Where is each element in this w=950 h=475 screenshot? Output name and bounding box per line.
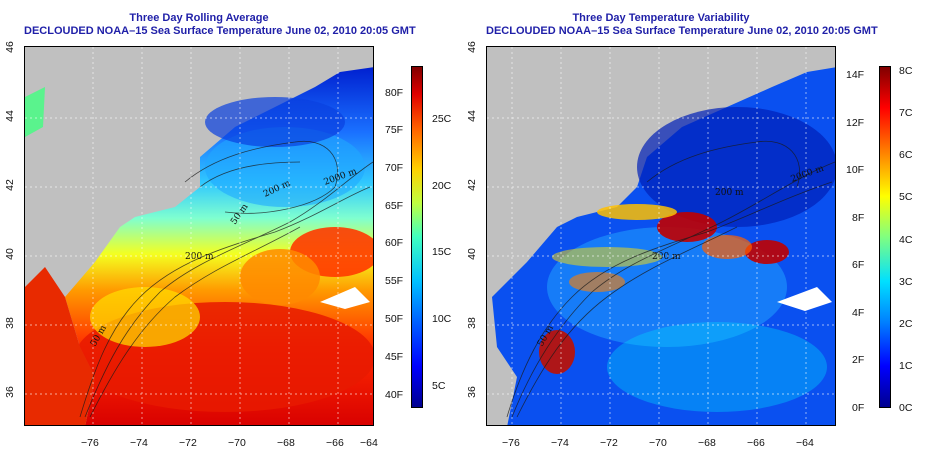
left-lat-tick: 46 <box>3 41 16 53</box>
right-title-line1: Three Day Temperature Variability <box>572 12 750 24</box>
left-c-tick: 10C <box>432 313 452 325</box>
right-f-tick: 14F <box>846 69 865 81</box>
right-c-tick: 2C <box>899 318 913 330</box>
left-lon-tick: −76 <box>81 437 99 449</box>
left-f-tick: 65F <box>385 200 404 212</box>
left-f-tick: 60F <box>385 237 404 249</box>
right-lon-tick: −72 <box>600 437 618 449</box>
right-f-tick: 6F <box>852 259 865 271</box>
left-colorbar <box>411 66 423 408</box>
right-lon-tick: −68 <box>698 437 716 449</box>
left-c-tick: 25C <box>432 113 452 125</box>
left-c-tick: 20C <box>432 180 452 192</box>
right-lat-tick: 44 <box>465 110 478 122</box>
left-c-tick: 5C <box>432 380 446 392</box>
left-lat-tick: 42 <box>3 179 16 191</box>
contour-label-200m-b: 200 m <box>715 188 744 198</box>
right-map-svg: 2000 m 200 m 200 m 50 m <box>487 47 835 425</box>
right-panel-title: Three Day Temperature Variability DECLOU… <box>486 12 878 38</box>
left-lon-tick: −70 <box>228 437 246 449</box>
right-lon-tick: −74 <box>551 437 569 449</box>
left-lat-tick: 44 <box>3 110 16 122</box>
left-f-tick: 70F <box>385 162 404 174</box>
left-lon-tick: −66 <box>326 437 344 449</box>
left-lon-tick: −72 <box>179 437 197 449</box>
left-lat-tick: 38 <box>3 317 16 329</box>
left-lon-tick: −74 <box>130 437 148 449</box>
right-c-tick: 4C <box>899 234 913 246</box>
right-lon-tick: −70 <box>649 437 667 449</box>
right-title-line2: DECLOUDED NOAA–15 Sea Surface Temperatur… <box>486 25 878 37</box>
right-lat-tick: 46 <box>465 41 478 53</box>
left-title-line2: DECLOUDED NOAA–15 Sea Surface Temperatur… <box>24 25 416 37</box>
right-c-tick: 6C <box>899 149 913 161</box>
left-map-svg: 2000 m 200 m 50 m 200 m 50 m <box>25 47 373 425</box>
right-f-tick: 12F <box>846 117 865 129</box>
right-f-tick: 4F <box>852 307 865 319</box>
left-f-tick: 80F <box>385 87 404 99</box>
left-c-tick: 15C <box>432 246 452 258</box>
left-f-tick: 50F <box>385 313 404 325</box>
right-f-tick: 2F <box>852 354 865 366</box>
left-f-tick: 55F <box>385 275 404 287</box>
right-lon-tick: −64 <box>796 437 814 449</box>
left-lat-tick: 40 <box>3 248 16 260</box>
left-lon-tick: −64 <box>360 437 378 449</box>
right-f-tick: 0F <box>852 402 865 414</box>
right-lat-tick: 40 <box>465 248 478 260</box>
left-title-line1: Three Day Rolling Average <box>129 12 269 24</box>
left-panel-title: Three Day Rolling Average DECLOUDED NOAA… <box>24 12 416 38</box>
contour-label-200m-a: 200 m <box>185 252 214 262</box>
right-c-tick: 0C <box>899 402 913 414</box>
right-map: 2000 m 200 m 200 m 50 m <box>486 46 836 426</box>
right-c-tick: 1C <box>899 360 913 372</box>
left-f-tick: 40F <box>385 389 404 401</box>
left-lon-tick: −68 <box>277 437 295 449</box>
left-map: 2000 m 200 m 50 m 200 m 50 m <box>24 46 374 426</box>
right-colorbar <box>879 66 891 408</box>
right-c-tick: 5C <box>899 191 913 203</box>
right-c-tick: 7C <box>899 107 913 119</box>
right-f-tick: 10F <box>846 164 865 176</box>
right-lon-tick: −76 <box>502 437 520 449</box>
right-f-tick: 8F <box>852 212 865 224</box>
right-lat-tick: 38 <box>465 317 478 329</box>
left-lat-tick: 36 <box>3 386 16 398</box>
right-lat-tick: 42 <box>465 179 478 191</box>
right-c-tick: 3C <box>899 276 913 288</box>
left-f-tick: 45F <box>385 351 404 363</box>
right-c-tick: 8C <box>899 65 913 77</box>
left-f-tick: 75F <box>385 124 404 136</box>
contour-label-200m-a: 200 m <box>652 252 681 262</box>
right-lat-tick: 36 <box>465 386 478 398</box>
right-lon-tick: −66 <box>747 437 765 449</box>
